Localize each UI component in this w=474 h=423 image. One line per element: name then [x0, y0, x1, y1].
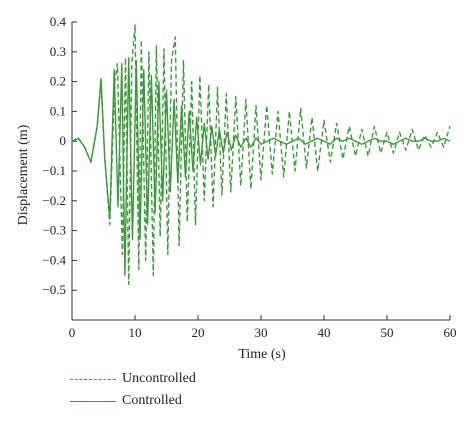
x-tick-label: 50: [381, 325, 394, 340]
x-tick-label: 30: [255, 325, 268, 340]
legend-solid-line-icon: [70, 400, 116, 402]
y-tick-label: −0.5: [42, 282, 66, 297]
y-tick-label: 0.2: [50, 74, 66, 89]
x-tick-label: 40: [318, 325, 331, 340]
legend-item-controlled: Controlled: [70, 390, 196, 412]
y-tick-label: 0.3: [50, 44, 66, 59]
legend-label-uncontrolled: Uncontrolled: [122, 371, 196, 386]
y-axis-ticks: 0.4 0.3 0.2 0.1 0 −0.1 −0.2 −0.3 −0.4 −0.5: [42, 14, 77, 297]
y-axis-label: Displacement (m): [16, 124, 31, 225]
y-tick-label: −0.1: [42, 163, 66, 178]
x-axis-ticks: 0 10 20 30 40 50 60: [69, 315, 457, 340]
x-tick-label: 60: [444, 325, 457, 340]
legend: Uncontrolled Controlled: [70, 368, 196, 412]
legend-dashed-line-icon: [70, 378, 116, 380]
series-line-uncontrolled: [71, 24, 451, 285]
legend-label-controlled: Controlled: [122, 393, 182, 408]
y-tick-label: 0.4: [50, 14, 67, 29]
series-line-controlled: [71, 57, 451, 276]
y-tick-label: −0.2: [42, 193, 66, 208]
x-tick-label: 10: [129, 325, 142, 340]
x-tick-label: 20: [192, 325, 205, 340]
x-axis-label: Time (s): [238, 347, 286, 362]
y-tick-label: 0: [60, 133, 67, 148]
series-layer: [71, 24, 451, 285]
y-tick-label: −0.4: [42, 252, 66, 267]
legend-item-uncontrolled: Uncontrolled: [70, 368, 196, 390]
y-tick-label: 0.1: [50, 103, 66, 118]
x-tick-label: 0: [69, 325, 76, 340]
y-tick-label: −0.3: [42, 223, 66, 238]
